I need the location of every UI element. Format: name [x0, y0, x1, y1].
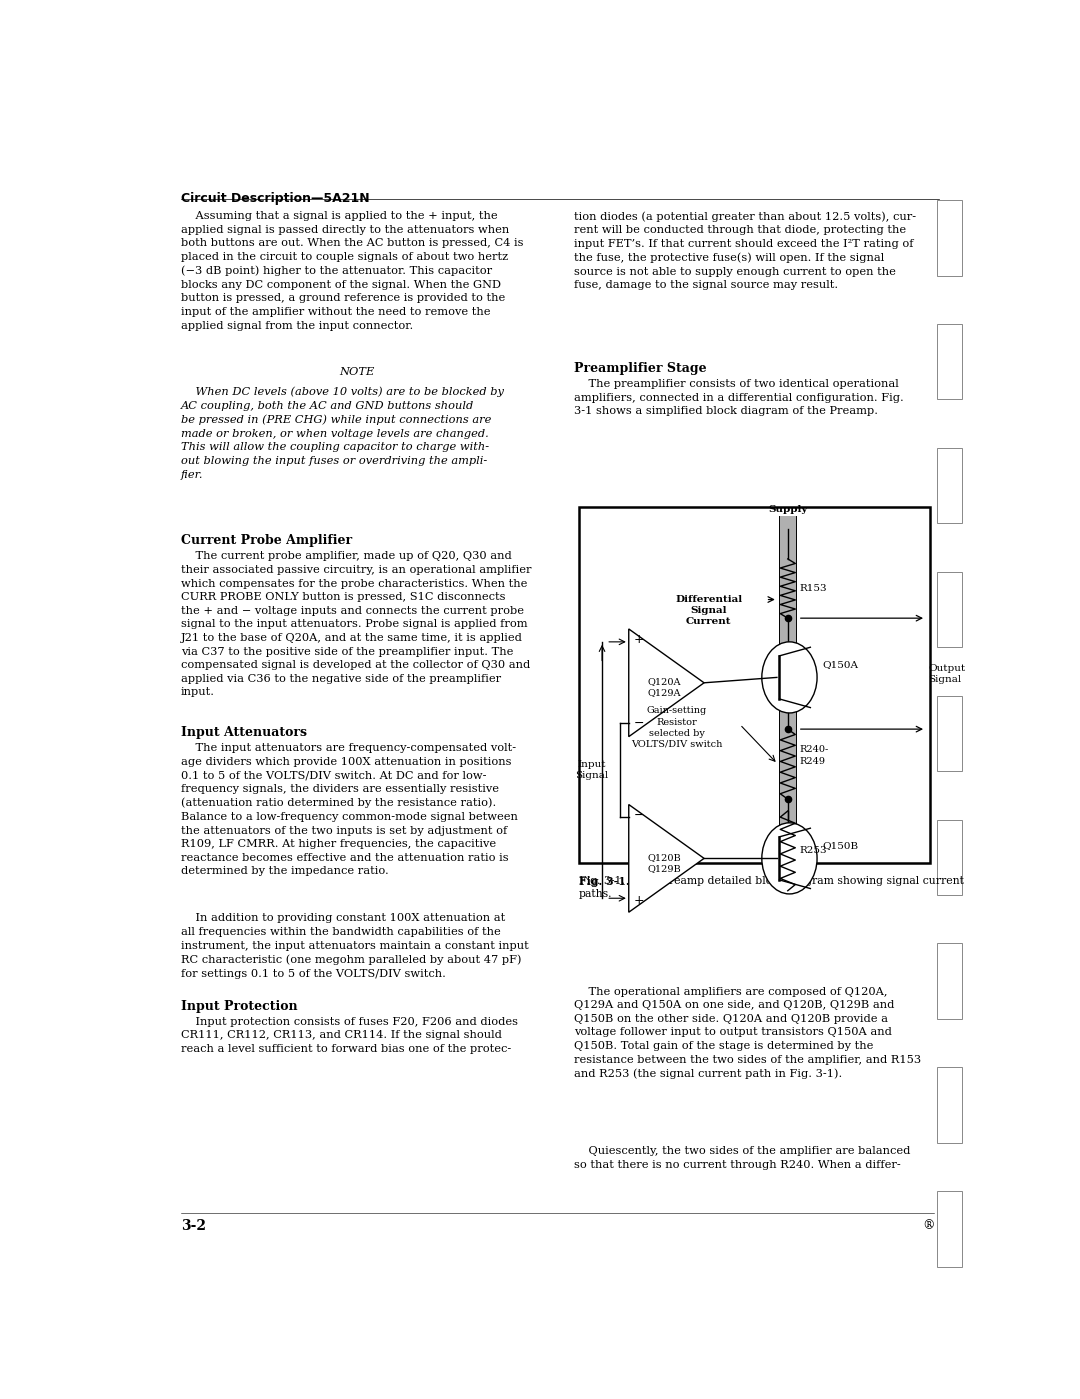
Text: Output
Signal: Output Signal [929, 663, 966, 684]
Text: NOTE: NOTE [339, 367, 375, 378]
Text: tion diodes (a potential greater than about 12.5 volts), cur-
rent will be condu: tion diodes (a potential greater than ab… [575, 211, 917, 291]
Text: The current probe amplifier, made up of Q20, Q30 and
their associated passive ci: The current probe amplifier, made up of … [181, 551, 531, 697]
Text: The input attenuators are frequency-compensated volt-
age dividers which provide: The input attenuators are frequency-comp… [181, 743, 518, 876]
Text: Input Attenuators: Input Attenuators [181, 726, 307, 739]
Text: Circuit Description—5A21N: Circuit Description—5A21N [181, 192, 369, 204]
Text: Fig. 3-1. Input Preamp detailed block diagram showing signal current
paths.: Fig. 3-1. Input Preamp detailed block di… [579, 876, 963, 898]
Text: The preamplifier consists of two identical operational
amplifiers, connected in : The preamplifier consists of two identic… [575, 379, 904, 417]
Text: Q120A
Q129A: Q120A Q129A [647, 677, 680, 697]
Text: Preamplifier Stage: Preamplifier Stage [575, 362, 707, 375]
Text: Q150B: Q150B [822, 841, 859, 851]
Text: When DC levels (above 10 volts) are to be blocked by
AC coupling, both the AC an: When DC levels (above 10 volts) are to b… [181, 386, 504, 480]
Text: In addition to providing constant 100X attenuation at
all frequencies within the: In addition to providing constant 100X a… [181, 914, 529, 978]
Bar [780, 516, 796, 853]
Text: 3-2: 3-2 [181, 1220, 206, 1234]
FancyBboxPatch shape [936, 943, 962, 1018]
Bar [579, 508, 930, 863]
Text: Fig. 3-1.: Fig. 3-1. [579, 876, 630, 887]
FancyBboxPatch shape [936, 1067, 962, 1143]
Text: The operational amplifiers are composed of Q120A,
Q129A and Q150A on one side, a: The operational amplifiers are composed … [575, 986, 921, 1079]
Text: Supply: Supply [768, 505, 808, 513]
FancyBboxPatch shape [936, 200, 962, 276]
Text: R153: R153 [799, 583, 827, 593]
FancyBboxPatch shape [936, 448, 962, 523]
Circle shape [761, 642, 818, 713]
FancyBboxPatch shape [936, 820, 962, 895]
Text: Input protection consists of fuses F20, F206 and diodes
CR111, CR112, CR113, and: Input protection consists of fuses F20, … [181, 1017, 518, 1053]
Polygon shape [629, 804, 704, 912]
Text: +: + [634, 634, 645, 646]
Text: Differential
Signal
Current: Differential Signal Current [675, 595, 742, 625]
FancyBboxPatch shape [936, 695, 962, 771]
Text: +: + [634, 894, 645, 907]
FancyBboxPatch shape [936, 572, 962, 648]
Text: R253: R253 [799, 846, 827, 855]
Text: R240-
R249: R240- R249 [799, 746, 828, 765]
Circle shape [761, 823, 818, 894]
Text: Input Protection: Input Protection [181, 999, 298, 1013]
Text: Q120B
Q129B: Q120B Q129B [647, 852, 680, 873]
Text: ®: ® [922, 1220, 934, 1233]
Text: Input
Signal: Input Signal [576, 760, 609, 781]
FancyBboxPatch shape [936, 325, 962, 400]
Text: −: − [634, 718, 645, 730]
Text: Supply: Supply [768, 856, 808, 865]
Text: Q150A: Q150A [822, 660, 859, 669]
Text: −: − [634, 809, 645, 821]
Polygon shape [629, 630, 704, 737]
Text: Quiescently, the two sides of the amplifier are balanced
so that there is no cur: Quiescently, the two sides of the amplif… [575, 1146, 910, 1170]
FancyBboxPatch shape [936, 1192, 962, 1266]
Text: Gain-setting
Resistor
selected by
VOLTS/DIV switch: Gain-setting Resistor selected by VOLTS/… [632, 706, 723, 748]
Text: Current Probe Amplifier: Current Probe Amplifier [181, 534, 352, 547]
Text: Assuming that a signal is applied to the + input, the
applied signal is passed d: Assuming that a signal is applied to the… [181, 211, 524, 330]
